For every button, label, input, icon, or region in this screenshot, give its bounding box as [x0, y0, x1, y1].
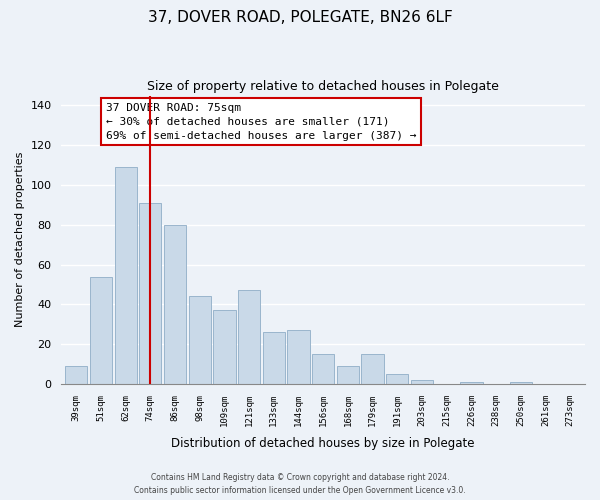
Bar	[65, 366, 88, 384]
Bar	[411, 380, 433, 384]
Bar	[90, 276, 112, 384]
Text: 37 DOVER ROAD: 75sqm
← 30% of detached houses are smaller (171)
69% of semi-deta: 37 DOVER ROAD: 75sqm ← 30% of detached h…	[106, 103, 416, 141]
Bar	[287, 330, 310, 384]
Title: Size of property relative to detached houses in Polegate: Size of property relative to detached ho…	[147, 80, 499, 93]
Bar	[312, 354, 334, 384]
Bar	[115, 167, 137, 384]
Bar	[213, 310, 236, 384]
Bar	[361, 354, 384, 384]
Bar	[337, 366, 359, 384]
Bar	[238, 290, 260, 384]
Bar	[509, 382, 532, 384]
Bar	[263, 332, 285, 384]
Bar	[386, 374, 409, 384]
Bar	[139, 203, 161, 384]
Bar	[188, 296, 211, 384]
Y-axis label: Number of detached properties: Number of detached properties	[15, 152, 25, 328]
Bar	[164, 225, 186, 384]
Bar	[460, 382, 482, 384]
X-axis label: Distribution of detached houses by size in Polegate: Distribution of detached houses by size …	[172, 437, 475, 450]
Text: Contains HM Land Registry data © Crown copyright and database right 2024.
Contai: Contains HM Land Registry data © Crown c…	[134, 473, 466, 495]
Text: 37, DOVER ROAD, POLEGATE, BN26 6LF: 37, DOVER ROAD, POLEGATE, BN26 6LF	[148, 10, 452, 25]
